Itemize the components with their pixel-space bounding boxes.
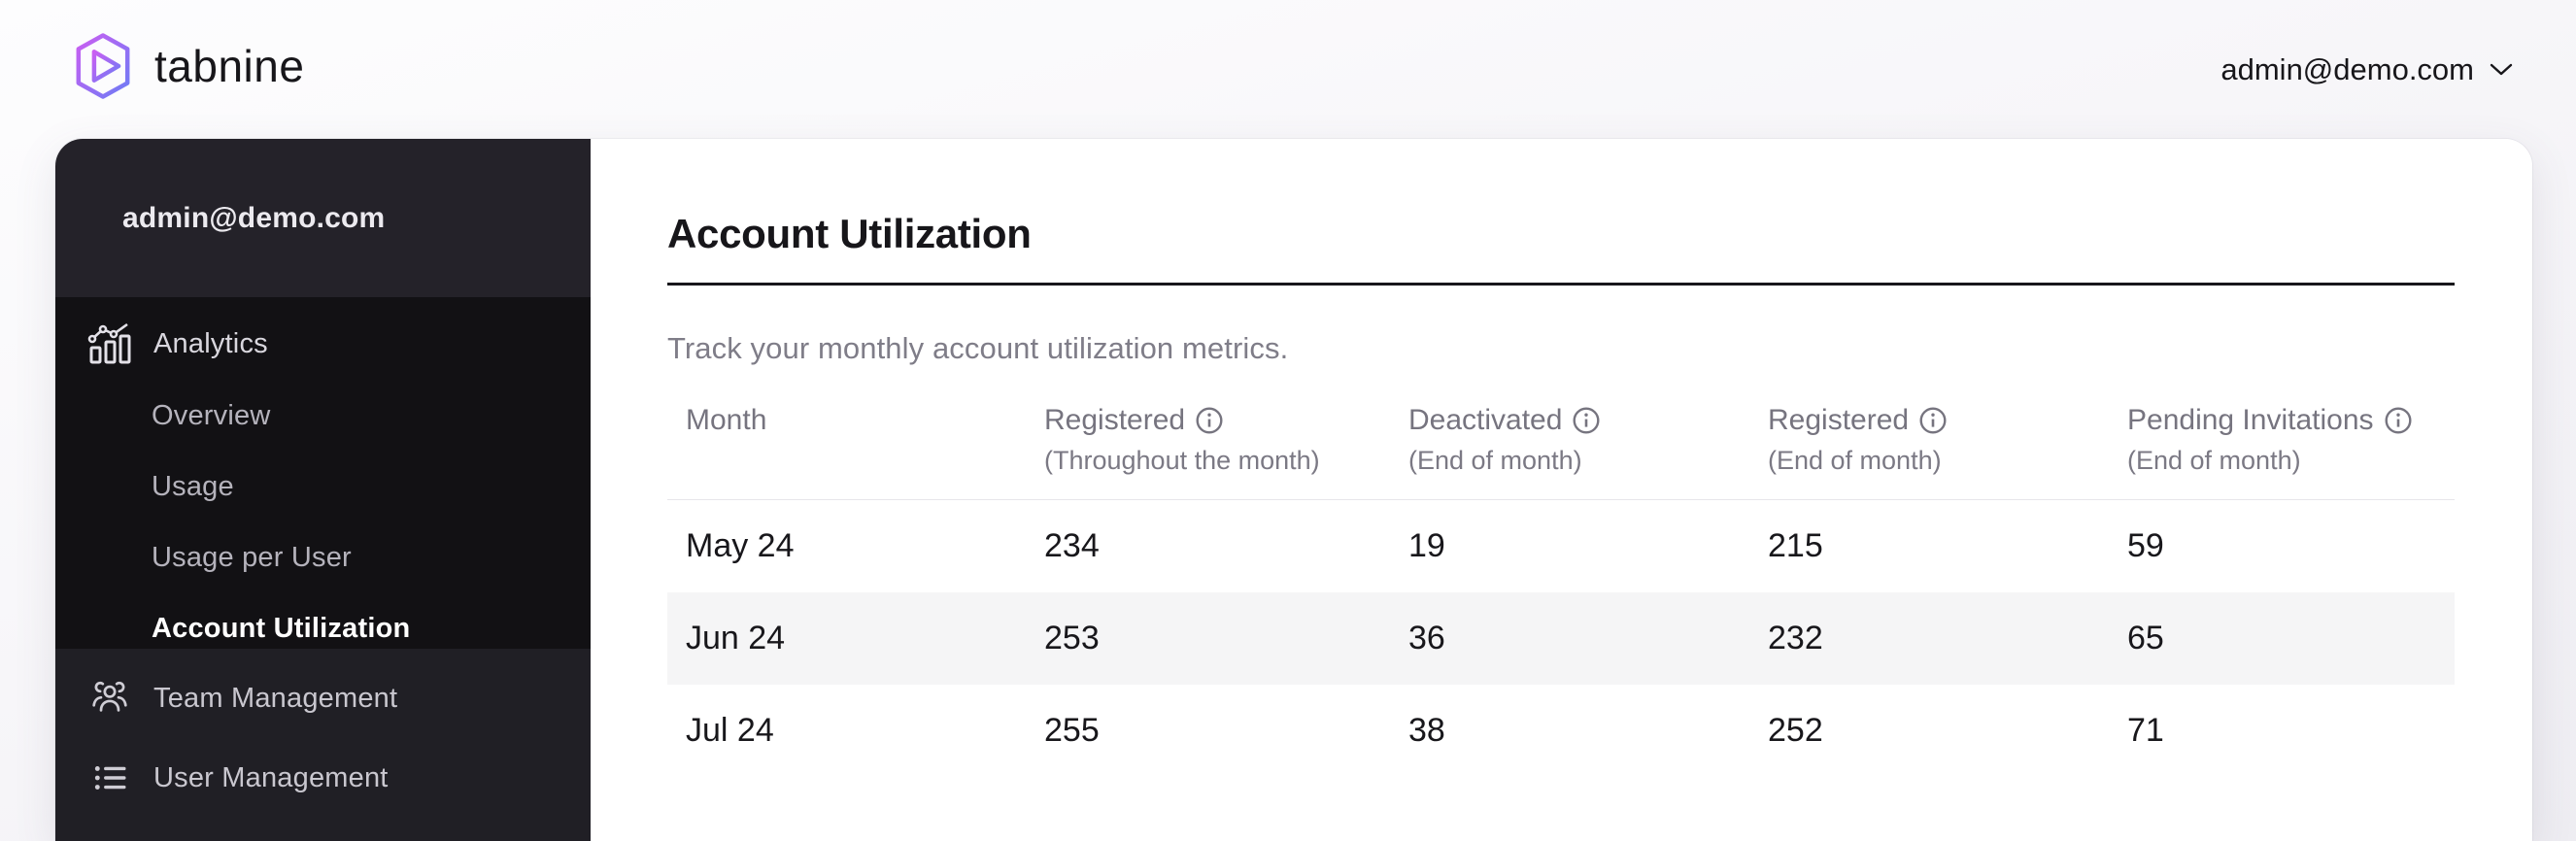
column-label: Month [686, 404, 767, 437]
column-sublabel: (Throughout the month) [1044, 446, 1320, 476]
analytics-icon [87, 321, 132, 366]
table-cell: 215 [1768, 526, 1823, 564]
table-cell: 234 [1044, 526, 1100, 564]
topbar: tabnine admin@demo.com [0, 0, 2576, 139]
page-title: Account Utilization [667, 211, 1032, 256]
table-row: Jul 24 255 38 252 71 [667, 685, 2455, 777]
column-header-deactivated: Deactivated (End of month) [1408, 401, 1768, 501]
list-icon [87, 760, 132, 795]
table-cell: 252 [1768, 711, 1823, 749]
sidebar-item-user-management[interactable]: User Management [55, 738, 591, 818]
sidebar-section-management: Team Management User Management [55, 649, 591, 841]
column-sublabel: (End of month) [1768, 446, 1942, 476]
column-header-registered-end: Registered (End of month) [1768, 401, 2127, 501]
sidebar-item-overview[interactable]: Overview [55, 381, 591, 452]
table-cell-month: Jul 24 [686, 711, 774, 749]
column-label: Deactivated [1408, 404, 1563, 437]
table-cell-month: May 24 [686, 526, 795, 564]
team-icon [87, 681, 132, 716]
sidebar-account: admin@demo.com [55, 139, 591, 297]
table-cell: 59 [2127, 526, 2164, 564]
sidebar-item-usage[interactable]: Usage [55, 452, 591, 522]
table-header-row: Month Registered [667, 401, 2455, 501]
chevron-down-icon [2490, 63, 2513, 75]
info-icon[interactable] [1195, 406, 1224, 435]
table-cell-month: Jun 24 [686, 619, 786, 656]
brand-logo[interactable]: tabnine [73, 32, 304, 100]
sidebar-item-label: Overview [152, 400, 271, 431]
column-label: Registered [1768, 404, 1910, 437]
sidebar-item-label: Usage per User [152, 542, 352, 573]
table-cell: 253 [1044, 619, 1100, 656]
utilization-table: Month Registered [667, 401, 2455, 776]
table-cell: 255 [1044, 711, 1100, 749]
sidebar-account-email: admin@demo.com [122, 201, 386, 234]
brand-name: tabnine [154, 41, 305, 91]
sidebar-item-account-utilization[interactable]: Account Utilization [55, 593, 591, 664]
tabnine-logo-icon [76, 33, 130, 99]
sidebar-item-analytics[interactable]: Analytics [55, 307, 591, 381]
table-cell: 232 [1768, 619, 1823, 656]
sidebar-section-analytics: Analytics Overview Usage Usage per User … [55, 297, 591, 649]
sidebar-item-label: Analytics [153, 327, 268, 359]
account-menu[interactable]: admin@demo.com [2220, 0, 2513, 139]
column-header-pending-invitations: Pending Invitations (End of month) [2127, 401, 2455, 501]
info-icon[interactable] [1918, 406, 1948, 435]
sidebar-item-label: Account Utilization [152, 613, 411, 644]
sidebar-item-label: User Management [153, 761, 389, 793]
table-cell: 65 [2127, 619, 2164, 656]
sidebar-item-team-management[interactable]: Team Management [55, 658, 591, 738]
main-content: Account Utilization Track your monthly a… [591, 139, 2532, 841]
app-shell: admin@demo.com Analytics [55, 139, 2532, 841]
info-icon[interactable] [2384, 406, 2413, 435]
page-subtitle: Track your monthly account utilization m… [667, 331, 1289, 366]
column-header-month: Month [667, 401, 1044, 501]
table-cell: 36 [1408, 619, 1445, 656]
table-cell: 38 [1408, 711, 1445, 749]
column-header-registered-throughout: Registered (Throughout the month) [1044, 401, 1408, 501]
sidebar-item-label: Usage [152, 471, 234, 502]
sidebar-item-usage-per-user[interactable]: Usage per User [55, 522, 591, 593]
column-sublabel: (End of month) [1408, 446, 1582, 476]
table-row: Jun 24 253 36 232 65 [667, 591, 2455, 685]
table-cell: 19 [1408, 526, 1445, 564]
column-label: Registered [1044, 404, 1186, 437]
table-row: May 24 234 19 215 59 [667, 500, 2455, 592]
sidebar: admin@demo.com Analytics [55, 139, 591, 841]
column-label: Pending Invitations [2127, 404, 2374, 437]
info-icon[interactable] [1572, 406, 1601, 435]
title-divider [667, 283, 2455, 286]
column-sublabel: (End of month) [2127, 446, 2301, 476]
table-cell: 71 [2127, 711, 2164, 749]
account-email: admin@demo.com [2220, 51, 2474, 86]
sidebar-item-label: Team Management [153, 682, 398, 714]
